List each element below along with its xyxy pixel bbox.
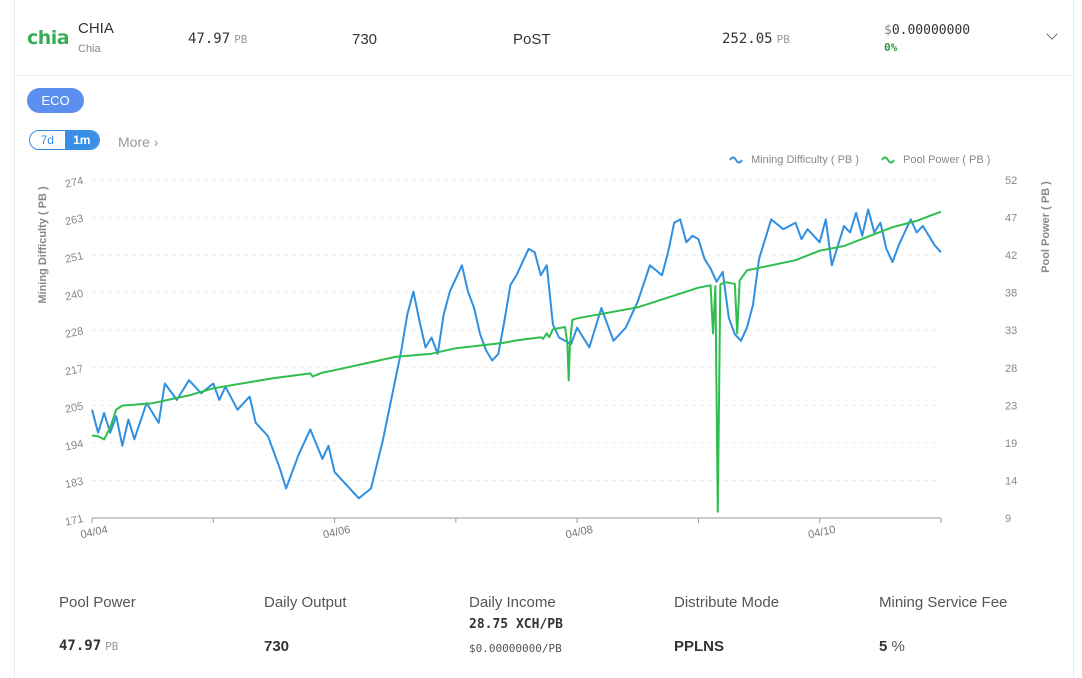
chart-grid <box>92 179 941 481</box>
coin-name: CHIA <box>78 20 114 37</box>
eco-mode-button[interactable]: ECO <box>27 88 84 113</box>
legend-swatch-icon <box>881 156 895 164</box>
stat-daily-output-value: 730 <box>264 638 290 655</box>
stat-pool-power-value: 47.97 PB <box>59 638 118 654</box>
legend-item-pool-power[interactable]: Pool Power ( PB ) <box>881 154 990 166</box>
x-tick-label: 04/04 <box>79 524 108 541</box>
left-tick-label: 217 <box>64 363 84 379</box>
right-tick-label: 33 <box>1005 325 1017 337</box>
header-pool-power-value: 47.97 <box>188 31 231 47</box>
x-tick-label: 04/08 <box>565 524 594 541</box>
right-tick-label: 14 <box>1005 475 1017 487</box>
left-tick-label: 228 <box>64 325 84 341</box>
stat-daily-income-main: 28.75 XCH/PB <box>469 617 563 632</box>
right-tick-label: 19 <box>1005 438 1017 450</box>
chevron-down-icon[interactable] <box>1046 28 1058 40</box>
stat-fee-label: Mining Service Fee <box>879 594 1008 611</box>
coin-summary-row[interactable]: chia CHIA Chia 47.97 PB 730 PoST 252.05 PB… <box>15 0 1075 76</box>
left-tick-label: 251 <box>64 250 84 266</box>
left-tick-label: 240 <box>64 288 84 304</box>
header-network-power-unit: PB <box>776 33 790 46</box>
left-tick-label: 274 <box>64 175 84 191</box>
stat-fee-value: 5 % <box>879 638 905 655</box>
pool-panel: chia CHIA Chia 47.97 PB 730 PoST 252.05 PB… <box>14 0 1075 678</box>
stat-daily-output-label: Daily Output <box>264 594 347 611</box>
stat-fee-number: 5 <box>879 638 888 655</box>
right-tick-label: 42 <box>1005 250 1017 262</box>
pool-power-line <box>91 210 942 513</box>
right-tick-label: 52 <box>1005 175 1017 187</box>
mining-difficulty-line <box>91 208 942 500</box>
header-price: $0.00000000 <box>884 23 970 38</box>
left-tick-label: 205 <box>64 400 84 416</box>
stat-fee-unit: % <box>891 638 905 655</box>
range-toggle[interactable]: 7d 1m <box>29 130 100 150</box>
pool-chart[interactable]: Mining Difficulty ( PB ) Pool Power ( PB … <box>15 150 1075 550</box>
chart-series <box>91 208 942 513</box>
stat-daily-income-label: Daily Income <box>469 594 556 611</box>
header-pool-power-unit: PB <box>234 33 248 46</box>
stat-pool-power-label: Pool Power <box>59 594 136 611</box>
legend-label: Pool Power ( PB ) <box>903 154 990 166</box>
chevron-right-icon: › <box>153 134 159 150</box>
left-tick-label: 171 <box>64 513 84 529</box>
chia-logo: chia <box>27 27 70 49</box>
left-tick-label: 183 <box>64 476 84 492</box>
chart-axes: 171 9 183 14 194 19 205 23 217 28 228 33 240 38 251 42 2… <box>37 175 1052 541</box>
header-network-power: 252.05 PB <box>722 31 790 47</box>
price-change: 0% <box>884 41 898 54</box>
range-tab-7d[interactable]: 7d <box>40 133 54 147</box>
right-tick-label: 9 <box>1005 513 1011 525</box>
right-tick-label: 23 <box>1005 400 1017 412</box>
legend-label: Mining Difficulty ( PB ) <box>751 154 859 166</box>
price-currency: $ <box>884 23 892 38</box>
legend-swatch-icon <box>729 156 743 164</box>
x-tick-label: 04/06 <box>322 524 351 541</box>
right-axis-title: Pool Power ( PB ) <box>1040 181 1052 273</box>
right-tick-label: 28 <box>1005 363 1017 375</box>
more-label: More <box>118 134 150 150</box>
stat-daily-income-sub: $0.00000000/PB <box>469 642 562 655</box>
more-link[interactable]: More › <box>118 134 158 150</box>
header-algorithm: PoST <box>513 31 551 48</box>
header-pool-power: 47.97 PB <box>188 31 247 47</box>
header-daily-output: 730 <box>352 31 378 48</box>
left-axis-title: Mining Difficulty ( PB ) <box>37 186 49 304</box>
price-value: 0.00000000 <box>891 23 971 38</box>
header-network-power-value: 252.05 <box>722 31 773 47</box>
range-tab-1m[interactable]: 1m <box>64 131 99 149</box>
right-tick-label: 47 <box>1005 213 1017 225</box>
legend-item-difficulty[interactable]: Mining Difficulty ( PB ) <box>729 154 859 166</box>
coin-subtitle: Chia <box>78 43 101 55</box>
left-tick-label: 263 <box>64 213 84 229</box>
right-tick-label: 38 <box>1005 288 1017 300</box>
stat-pool-power-unit: PB <box>105 640 119 653</box>
chart-legend[interactable]: Mining Difficulty ( PB ) Pool Power ( PB … <box>729 154 990 166</box>
stat-distribute-value: PPLNS <box>674 638 725 655</box>
left-tick-label: 194 <box>64 438 84 454</box>
stat-pool-power-number: 47.97 <box>59 638 102 654</box>
stat-distribute-label: Distribute Mode <box>674 594 780 611</box>
x-tick-label: 04/10 <box>807 524 836 541</box>
